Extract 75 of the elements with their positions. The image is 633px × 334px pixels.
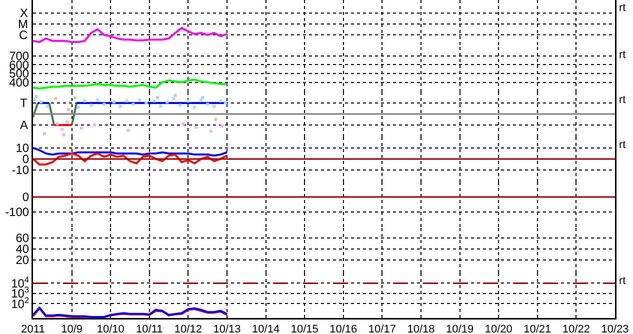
point — [186, 99, 190, 102]
x-tick-label: 10/19 — [446, 324, 474, 334]
point — [46, 104, 50, 108]
x-tick-label: 10/10 — [96, 324, 124, 334]
point — [33, 98, 36, 102]
point — [56, 122, 59, 126]
point — [42, 132, 46, 136]
text: rt — [619, 94, 626, 106]
point — [220, 124, 224, 128]
point — [76, 106, 80, 109]
point — [182, 122, 185, 126]
point — [125, 99, 128, 102]
point — [212, 104, 216, 108]
y-tick-label: 0 — [22, 190, 30, 204]
x-tick-label: 10/20 — [484, 324, 512, 334]
point — [166, 100, 169, 104]
point — [224, 101, 227, 104]
point — [34, 95, 38, 98]
point — [219, 99, 222, 102]
point — [194, 126, 198, 129]
point — [144, 101, 148, 104]
point — [92, 123, 96, 126]
point — [138, 98, 142, 102]
x-tick-label: 10/12 — [174, 324, 202, 334]
text: M — [18, 17, 28, 31]
text: T — [20, 96, 28, 110]
point — [178, 104, 182, 107]
point — [112, 100, 116, 104]
point — [132, 102, 135, 106]
text: A — [20, 118, 28, 132]
point — [214, 118, 218, 121]
point — [102, 102, 106, 106]
text: C — [19, 28, 28, 42]
point — [159, 104, 162, 108]
point — [65, 120, 68, 124]
point — [126, 128, 130, 132]
point — [90, 104, 93, 107]
text: X — [20, 6, 28, 20]
text: rt — [619, 275, 626, 287]
point — [172, 97, 176, 100]
y-tick-label: -100 — [5, 205, 30, 220]
x-tick-label: 10/17 — [368, 324, 396, 334]
point — [174, 94, 177, 98]
point — [40, 100, 43, 104]
point — [96, 98, 100, 102]
point — [54, 97, 58, 100]
x-tick-label: 10/16 — [330, 324, 358, 334]
point — [80, 126, 83, 130]
x-tick-label: 10/18 — [407, 324, 435, 334]
point — [206, 102, 210, 106]
point — [156, 96, 159, 100]
text: rt — [619, 139, 626, 151]
point — [67, 108, 70, 112]
line-series — [33, 78, 228, 90]
point — [60, 128, 64, 131]
x-tick-label: 10/9 — [61, 324, 83, 334]
point — [193, 106, 196, 109]
x-tick-label: 10/15 — [290, 324, 318, 334]
point — [209, 130, 212, 133]
x-tick-label: 10/23 — [601, 324, 629, 334]
point — [152, 99, 156, 102]
point — [83, 99, 86, 102]
line-series — [33, 152, 228, 166]
line-series — [33, 146, 228, 157]
x-tick-label: 10/13 — [213, 324, 241, 334]
x-tick-label: 2011 — [21, 324, 45, 334]
text: rt — [619, 2, 626, 14]
x-tick-label: 10/11 — [136, 324, 163, 334]
point — [118, 104, 122, 108]
x-tick-label: 10/14 — [252, 324, 280, 334]
x-tick-label: 10/21 — [524, 324, 552, 334]
point — [74, 96, 77, 100]
text: rt — [619, 49, 626, 61]
x-tick-label: 10/22 — [562, 324, 590, 334]
point — [62, 133, 66, 136]
